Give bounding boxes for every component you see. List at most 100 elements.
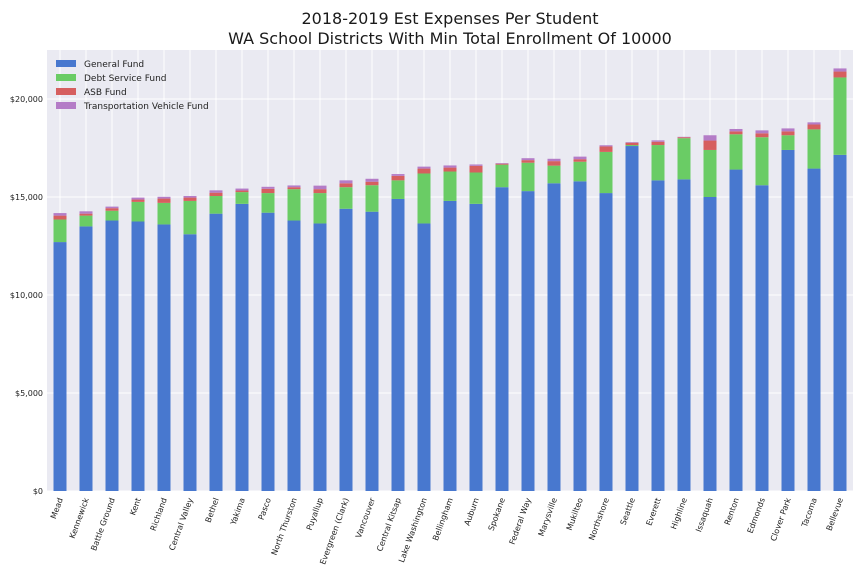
bar-debt-service-fund-5	[183, 200, 197, 235]
legend-swatch	[56, 88, 76, 95]
bar-debt-service-fund-16	[469, 172, 483, 204]
x-tick-label: Bellevue	[825, 497, 845, 533]
bar-transportation-vehicle-fund-14	[417, 166, 431, 169]
bar-asb-fund-2	[105, 208, 119, 211]
bar-debt-service-fund-17	[495, 164, 509, 188]
x-tick-label: Pasco	[257, 497, 273, 522]
bar-asb-fund-21	[599, 146, 613, 152]
x-tick-label: Bethel	[204, 497, 221, 524]
chart-title-line-1: 2018-2019 Est Expenses Per Student	[302, 9, 599, 28]
bar-general-fund-29	[807, 168, 821, 491]
bar-transportation-vehicle-fund-8	[261, 186, 275, 189]
bar-general-fund-24	[677, 179, 691, 492]
bar-transportation-vehicle-fund-25	[703, 135, 717, 141]
x-tick-label: Battle Ground	[89, 497, 117, 552]
bar-debt-service-fund-29	[807, 129, 821, 169]
bar-asb-fund-15	[443, 167, 457, 172]
bar-asb-fund-10	[313, 189, 327, 194]
bar-debt-service-fund-8	[261, 193, 275, 213]
bar-general-fund-22	[625, 146, 639, 492]
bar-transportation-vehicle-fund-7	[235, 188, 249, 191]
bar-debt-service-fund-24	[677, 138, 691, 180]
bar-transportation-vehicle-fund-4	[157, 196, 171, 199]
bar-debt-service-fund-12	[365, 185, 379, 212]
bar-asb-fund-4	[157, 198, 171, 203]
x-tick-label: Evergreen (Clark)	[318, 497, 351, 566]
bar-debt-service-fund-4	[157, 202, 171, 225]
bar-asb-fund-25	[703, 140, 717, 150]
x-tick-label: Highline	[669, 497, 689, 531]
bar-asb-fund-23	[651, 141, 665, 146]
bar-transportation-vehicle-fund-12	[365, 178, 379, 182]
y-tick-label: $0	[33, 487, 43, 496]
bar-asb-fund-17	[495, 163, 509, 165]
bar-debt-service-fund-1	[79, 215, 93, 227]
bar-transportation-vehicle-fund-15	[443, 165, 457, 168]
x-tick-label: Tacoma	[800, 497, 819, 530]
bar-debt-service-fund-19	[547, 165, 561, 184]
x-tick-label: Vancouver	[354, 496, 377, 539]
chart-title-line-2: WA School Districts With Min Total Enrol…	[228, 29, 672, 48]
legend-label: Transportation Vehicle Fund	[83, 102, 209, 112]
bar-asb-fund-9	[287, 187, 301, 190]
bar-general-fund-1	[79, 226, 93, 491]
y-tick-label: $15,000	[10, 193, 43, 202]
bar-asb-fund-27	[755, 133, 769, 138]
bar-transportation-vehicle-fund-0	[53, 213, 67, 216]
bar-asb-fund-19	[547, 161, 561, 166]
x-tick-label: Federal Way	[508, 496, 533, 545]
bar-asb-fund-0	[53, 215, 67, 220]
bar-debt-service-fund-9	[287, 189, 301, 221]
x-tick-label: Spokane	[487, 497, 507, 533]
bar-transportation-vehicle-fund-9	[287, 185, 301, 188]
bar-general-fund-26	[729, 169, 743, 491]
bar-debt-service-fund-14	[417, 173, 431, 224]
bar-debt-service-fund-11	[339, 187, 353, 209]
bar-transportation-vehicle-fund-26	[729, 128, 743, 132]
legend-label: General Fund	[84, 60, 144, 70]
bar-asb-fund-26	[729, 131, 743, 135]
y-axis: $0 $5,000 $10,000 $15,000 $20,000	[10, 95, 43, 496]
x-tick-label: Renton	[723, 497, 741, 527]
bar-transportation-vehicle-fund-20	[573, 156, 587, 160]
bar-asb-fund-7	[235, 190, 249, 193]
bar-asb-fund-3	[131, 199, 145, 202]
legend-swatch	[56, 74, 76, 81]
bar-general-fund-5	[183, 234, 197, 492]
bar-debt-service-fund-25	[703, 149, 717, 197]
bar-asb-fund-18	[521, 160, 535, 163]
x-tick-label: Central Valley	[167, 496, 195, 552]
bar-general-fund-19	[547, 183, 561, 491]
x-tick-label: Everett	[644, 497, 662, 527]
x-tick-label: Clover Park	[769, 496, 793, 542]
bar-transportation-vehicle-fund-11	[339, 180, 353, 184]
bar-general-fund-12	[365, 211, 379, 491]
bar-asb-fund-30	[833, 71, 847, 78]
bar-debt-service-fund-2	[105, 210, 119, 221]
bar-general-fund-11	[339, 208, 353, 491]
bar-debt-service-fund-0	[53, 219, 67, 243]
x-tick-label: Issaquah	[694, 497, 715, 534]
x-tick-label: Kent	[128, 497, 143, 517]
bar-general-fund-0	[53, 242, 67, 491]
bar-debt-service-fund-10	[313, 193, 327, 224]
bar-transportation-vehicle-fund-16	[469, 164, 483, 166]
bar-general-fund-3	[131, 221, 145, 491]
legend-swatch	[56, 60, 76, 67]
x-tick-label: Puyallup	[305, 497, 325, 532]
bar-general-fund-28	[781, 149, 795, 491]
x-tick-label: Edmonds	[746, 497, 767, 535]
bar-debt-service-fund-20	[573, 161, 587, 182]
bar-transportation-vehicle-fund-21	[599, 145, 613, 147]
x-tick-label: North Thurston	[270, 497, 299, 557]
bar-debt-service-fund-30	[833, 77, 847, 155]
x-tick-label: Kennewick	[68, 496, 91, 539]
bar-general-fund-30	[833, 154, 847, 492]
bar-general-fund-8	[261, 212, 275, 491]
bar-debt-service-fund-28	[781, 135, 795, 150]
x-tick-label: Northshore	[587, 497, 611, 542]
bar-asb-fund-28	[781, 131, 795, 136]
bar-general-fund-17	[495, 187, 509, 491]
bar-general-fund-6	[209, 213, 223, 491]
